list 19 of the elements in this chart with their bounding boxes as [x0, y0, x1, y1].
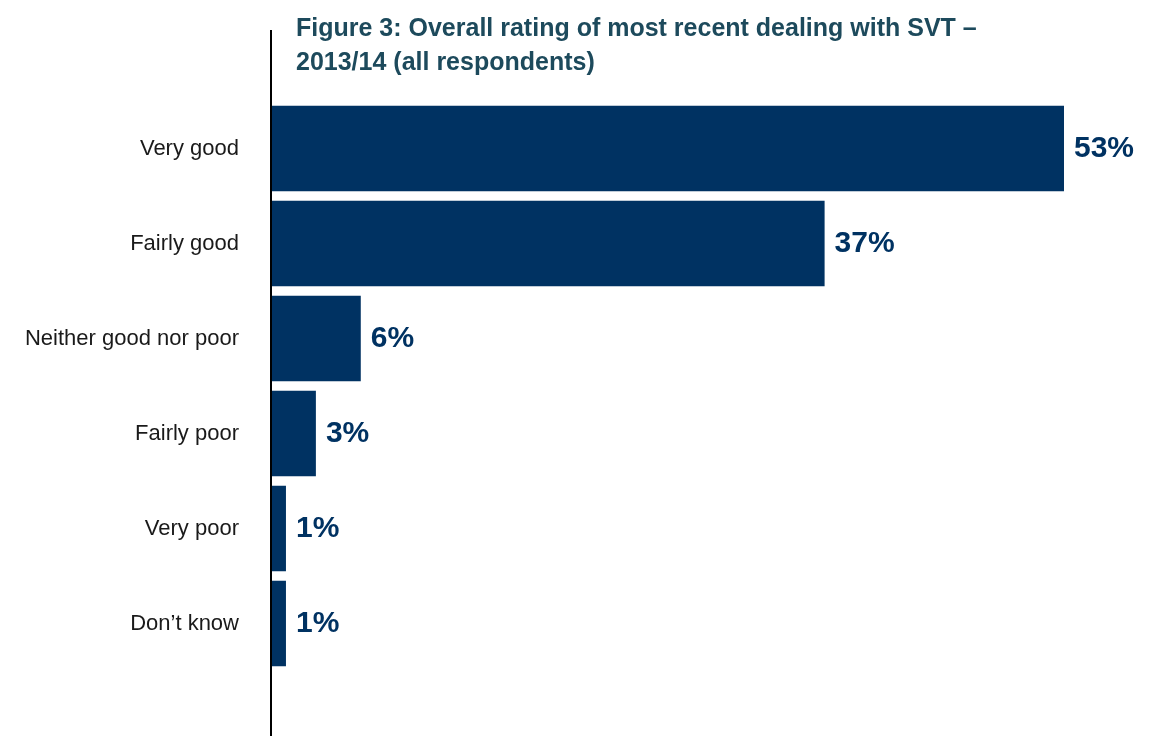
bar	[271, 390, 316, 477]
chart-title: Figure 3: Overall rating of most recent dealing with SVT – 2013/14 (all respondents)	[296, 12, 978, 77]
y-tick-label: Fairly poor	[135, 419, 239, 445]
bar	[271, 580, 286, 667]
data-label: 6%	[370, 319, 415, 353]
data-label: 3%	[325, 414, 370, 448]
bar	[271, 105, 1064, 192]
data-label: 1%	[295, 604, 340, 638]
y-tick-label: Very good	[139, 134, 239, 160]
y-tick-label: Very poor	[144, 514, 239, 540]
y-tick-label: Fairly good	[130, 229, 239, 255]
data-label: 53%	[1074, 129, 1135, 163]
y-tick-label: Neither good nor poor	[24, 324, 239, 350]
data-label: 1%	[295, 509, 340, 543]
bar	[271, 295, 361, 382]
y-tick-label: Don’t know	[130, 609, 240, 635]
bar	[271, 485, 286, 572]
data-label: 37%	[834, 224, 895, 258]
bar	[271, 200, 825, 287]
